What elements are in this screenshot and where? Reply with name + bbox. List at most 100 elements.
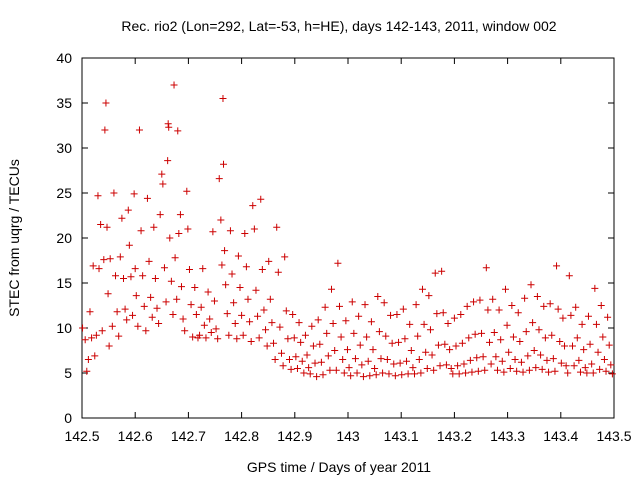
y-tick-label: 10	[56, 320, 72, 336]
data-point	[345, 364, 353, 372]
data-point	[417, 369, 425, 377]
data-point	[404, 370, 412, 378]
data-point	[411, 370, 418, 378]
data-point	[379, 369, 387, 377]
data-point	[115, 332, 123, 340]
data-point	[371, 365, 379, 372]
data-point	[505, 348, 513, 356]
data-point	[143, 194, 151, 202]
data-point	[412, 301, 420, 309]
data-point	[423, 365, 431, 372]
y-tick-label: 0	[64, 410, 72, 426]
data-point	[602, 367, 610, 375]
data-point	[170, 81, 178, 89]
data-point	[366, 372, 374, 380]
data-point	[591, 284, 599, 292]
data-point	[576, 368, 584, 376]
data-point	[556, 338, 564, 345]
data-point	[481, 366, 489, 374]
data-point	[449, 370, 457, 378]
data-point	[124, 206, 132, 214]
data-point	[493, 366, 501, 374]
data-point	[129, 311, 137, 319]
data-point	[442, 361, 450, 369]
data-point	[112, 272, 120, 280]
data-point	[234, 252, 242, 260]
data-point	[217, 216, 225, 224]
data-point	[334, 259, 342, 267]
data-point	[401, 335, 409, 343]
data-point	[204, 288, 212, 296]
data-point	[173, 295, 181, 303]
data-point	[86, 308, 94, 316]
data-point	[249, 202, 257, 210]
data-point	[212, 325, 220, 333]
plot-frame	[81, 57, 615, 419]
data-point	[191, 284, 199, 291]
data-point	[174, 127, 182, 135]
y-tick-label: 30	[56, 140, 72, 156]
data-point	[527, 281, 535, 289]
data-point	[192, 311, 200, 318]
data-point	[447, 365, 455, 372]
data-point	[425, 292, 433, 300]
data-point	[244, 295, 252, 303]
data-point	[289, 311, 297, 318]
data-point	[121, 305, 129, 313]
y-tick-label: 15	[56, 275, 72, 291]
data-point	[530, 347, 538, 354]
data-point	[106, 255, 114, 263]
data-point	[468, 368, 476, 376]
chart-title: Rec. rio2 (Lon=292, Lat=-53, h=HE), days…	[121, 18, 556, 34]
data-point	[276, 323, 284, 331]
data-point	[575, 356, 583, 364]
data-point	[279, 362, 287, 370]
data-point	[541, 334, 549, 342]
data-point	[529, 319, 537, 327]
data-point	[159, 180, 167, 188]
data-point	[420, 320, 428, 328]
data-point	[592, 320, 600, 328]
data-point	[487, 360, 495, 368]
data-point	[395, 338, 403, 346]
data-point	[517, 358, 525, 366]
data-point	[524, 352, 532, 360]
data-point	[207, 329, 215, 336]
data-point	[501, 285, 509, 293]
data-point	[95, 265, 103, 273]
data-point	[148, 313, 156, 321]
data-point	[295, 319, 303, 327]
data-point	[214, 335, 222, 343]
data-point	[348, 298, 356, 306]
data-point	[479, 353, 487, 361]
data-point	[263, 342, 271, 350]
plot-border	[81, 57, 615, 419]
data-point	[608, 370, 616, 378]
data-point	[164, 120, 172, 128]
data-point	[252, 286, 260, 294]
data-point	[239, 331, 247, 339]
data-point	[597, 302, 605, 309]
data-point	[262, 326, 270, 334]
data-point	[458, 339, 466, 347]
data-point	[91, 352, 99, 360]
data-point	[105, 342, 113, 350]
data-point	[222, 281, 230, 289]
data-point	[88, 334, 96, 342]
data-point	[110, 189, 118, 197]
data-point	[406, 320, 414, 328]
data-point	[446, 346, 454, 354]
data-point	[314, 316, 322, 324]
data-point	[145, 257, 153, 265]
data-point	[185, 266, 193, 273]
data-point	[274, 268, 282, 276]
data-point	[223, 310, 231, 318]
data-point	[589, 369, 597, 377]
data-point	[549, 355, 557, 363]
data-point	[600, 356, 608, 363]
data-point	[79, 324, 87, 332]
data-point	[570, 362, 578, 370]
data-point	[210, 297, 218, 305]
data-point	[278, 349, 285, 357]
data-point	[156, 211, 164, 219]
